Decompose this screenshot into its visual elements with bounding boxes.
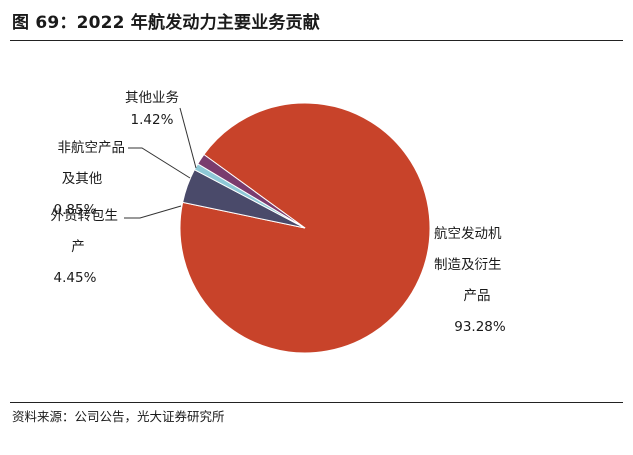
figure-title: 图 69：2022 年航发动力主要业务贡献 [12,13,321,33]
slice-label-line: 航空发动机 [434,226,502,242]
leader-line [179,107,197,169]
bottom-rule [10,402,623,403]
leader-line [128,147,191,179]
slice-label-line: 非航空产品 [58,140,126,156]
slice-label-line: 其他业务 [125,90,179,106]
slice-label-line: 产品 [464,288,491,304]
source-note: 资料来源：公司公告，光大证券研究所 [12,409,225,424]
slice-value-label: 0.85% [54,202,97,218]
leader-lines [124,107,197,219]
slice-label-line: 制造及衍生 [434,257,502,273]
slice-label-3: 其他业务 1.42% [125,90,179,128]
pie-slices [179,102,431,354]
pie-slice-3 [197,153,306,229]
slice-value-label: 4.45% [54,270,97,286]
title-rule [10,40,623,41]
slice-value-label: 1.42% [131,112,174,128]
slice-label-line: 外贸转包生 [51,208,119,224]
leader-line [124,205,182,219]
slice-value-label: 93.28% [454,319,506,335]
slice-label-line: 产 [71,239,85,255]
slice-label-line: 及其他 [62,171,103,187]
